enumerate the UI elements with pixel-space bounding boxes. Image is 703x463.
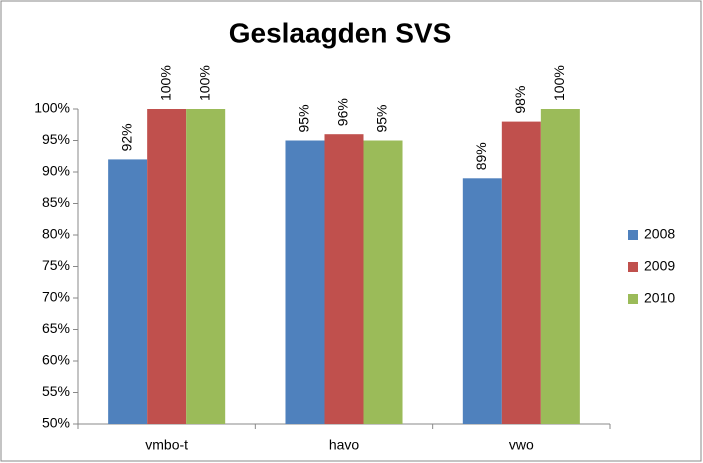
value-label: 98% — [512, 86, 528, 114]
bar — [363, 140, 403, 424]
y-tick-label: 85% — [42, 194, 70, 210]
y-tick-label: 70% — [42, 289, 70, 305]
value-label: 95% — [374, 104, 390, 132]
chart-title: Geslaagden SVS — [229, 17, 452, 48]
legend-label: 2008 — [644, 226, 675, 242]
bar — [324, 134, 364, 424]
legend-swatch — [628, 294, 638, 304]
legend-swatch — [628, 262, 638, 272]
value-label: 92% — [118, 123, 134, 151]
bar — [462, 178, 502, 424]
x-tick-label: havo — [329, 437, 360, 453]
value-label: 96% — [335, 98, 351, 126]
legend-label: 2010 — [644, 290, 675, 306]
y-tick-label: 95% — [42, 131, 70, 147]
bar — [501, 121, 541, 424]
y-tick-label: 55% — [42, 383, 70, 399]
legend-swatch — [628, 230, 638, 240]
value-label: 100% — [551, 65, 567, 101]
y-tick-label: 80% — [42, 226, 70, 242]
value-label: 89% — [473, 142, 489, 170]
y-tick-label: 90% — [42, 163, 70, 179]
y-tick-label: 100% — [34, 100, 70, 116]
legend-label: 2009 — [644, 258, 675, 274]
y-tick-label: 75% — [42, 257, 70, 273]
y-tick-label: 60% — [42, 352, 70, 368]
bar — [540, 109, 580, 424]
x-tick-label: vwo — [509, 437, 534, 453]
bar — [108, 159, 148, 424]
y-tick-label: 65% — [42, 320, 70, 336]
bar — [186, 109, 226, 424]
bar — [147, 109, 187, 424]
y-tick-label: 50% — [42, 415, 70, 431]
value-label: 95% — [296, 104, 312, 132]
x-tick-label: vmbo-t — [145, 437, 188, 453]
bar — [285, 140, 325, 424]
value-label: 100% — [196, 65, 212, 101]
value-label: 100% — [157, 65, 173, 101]
